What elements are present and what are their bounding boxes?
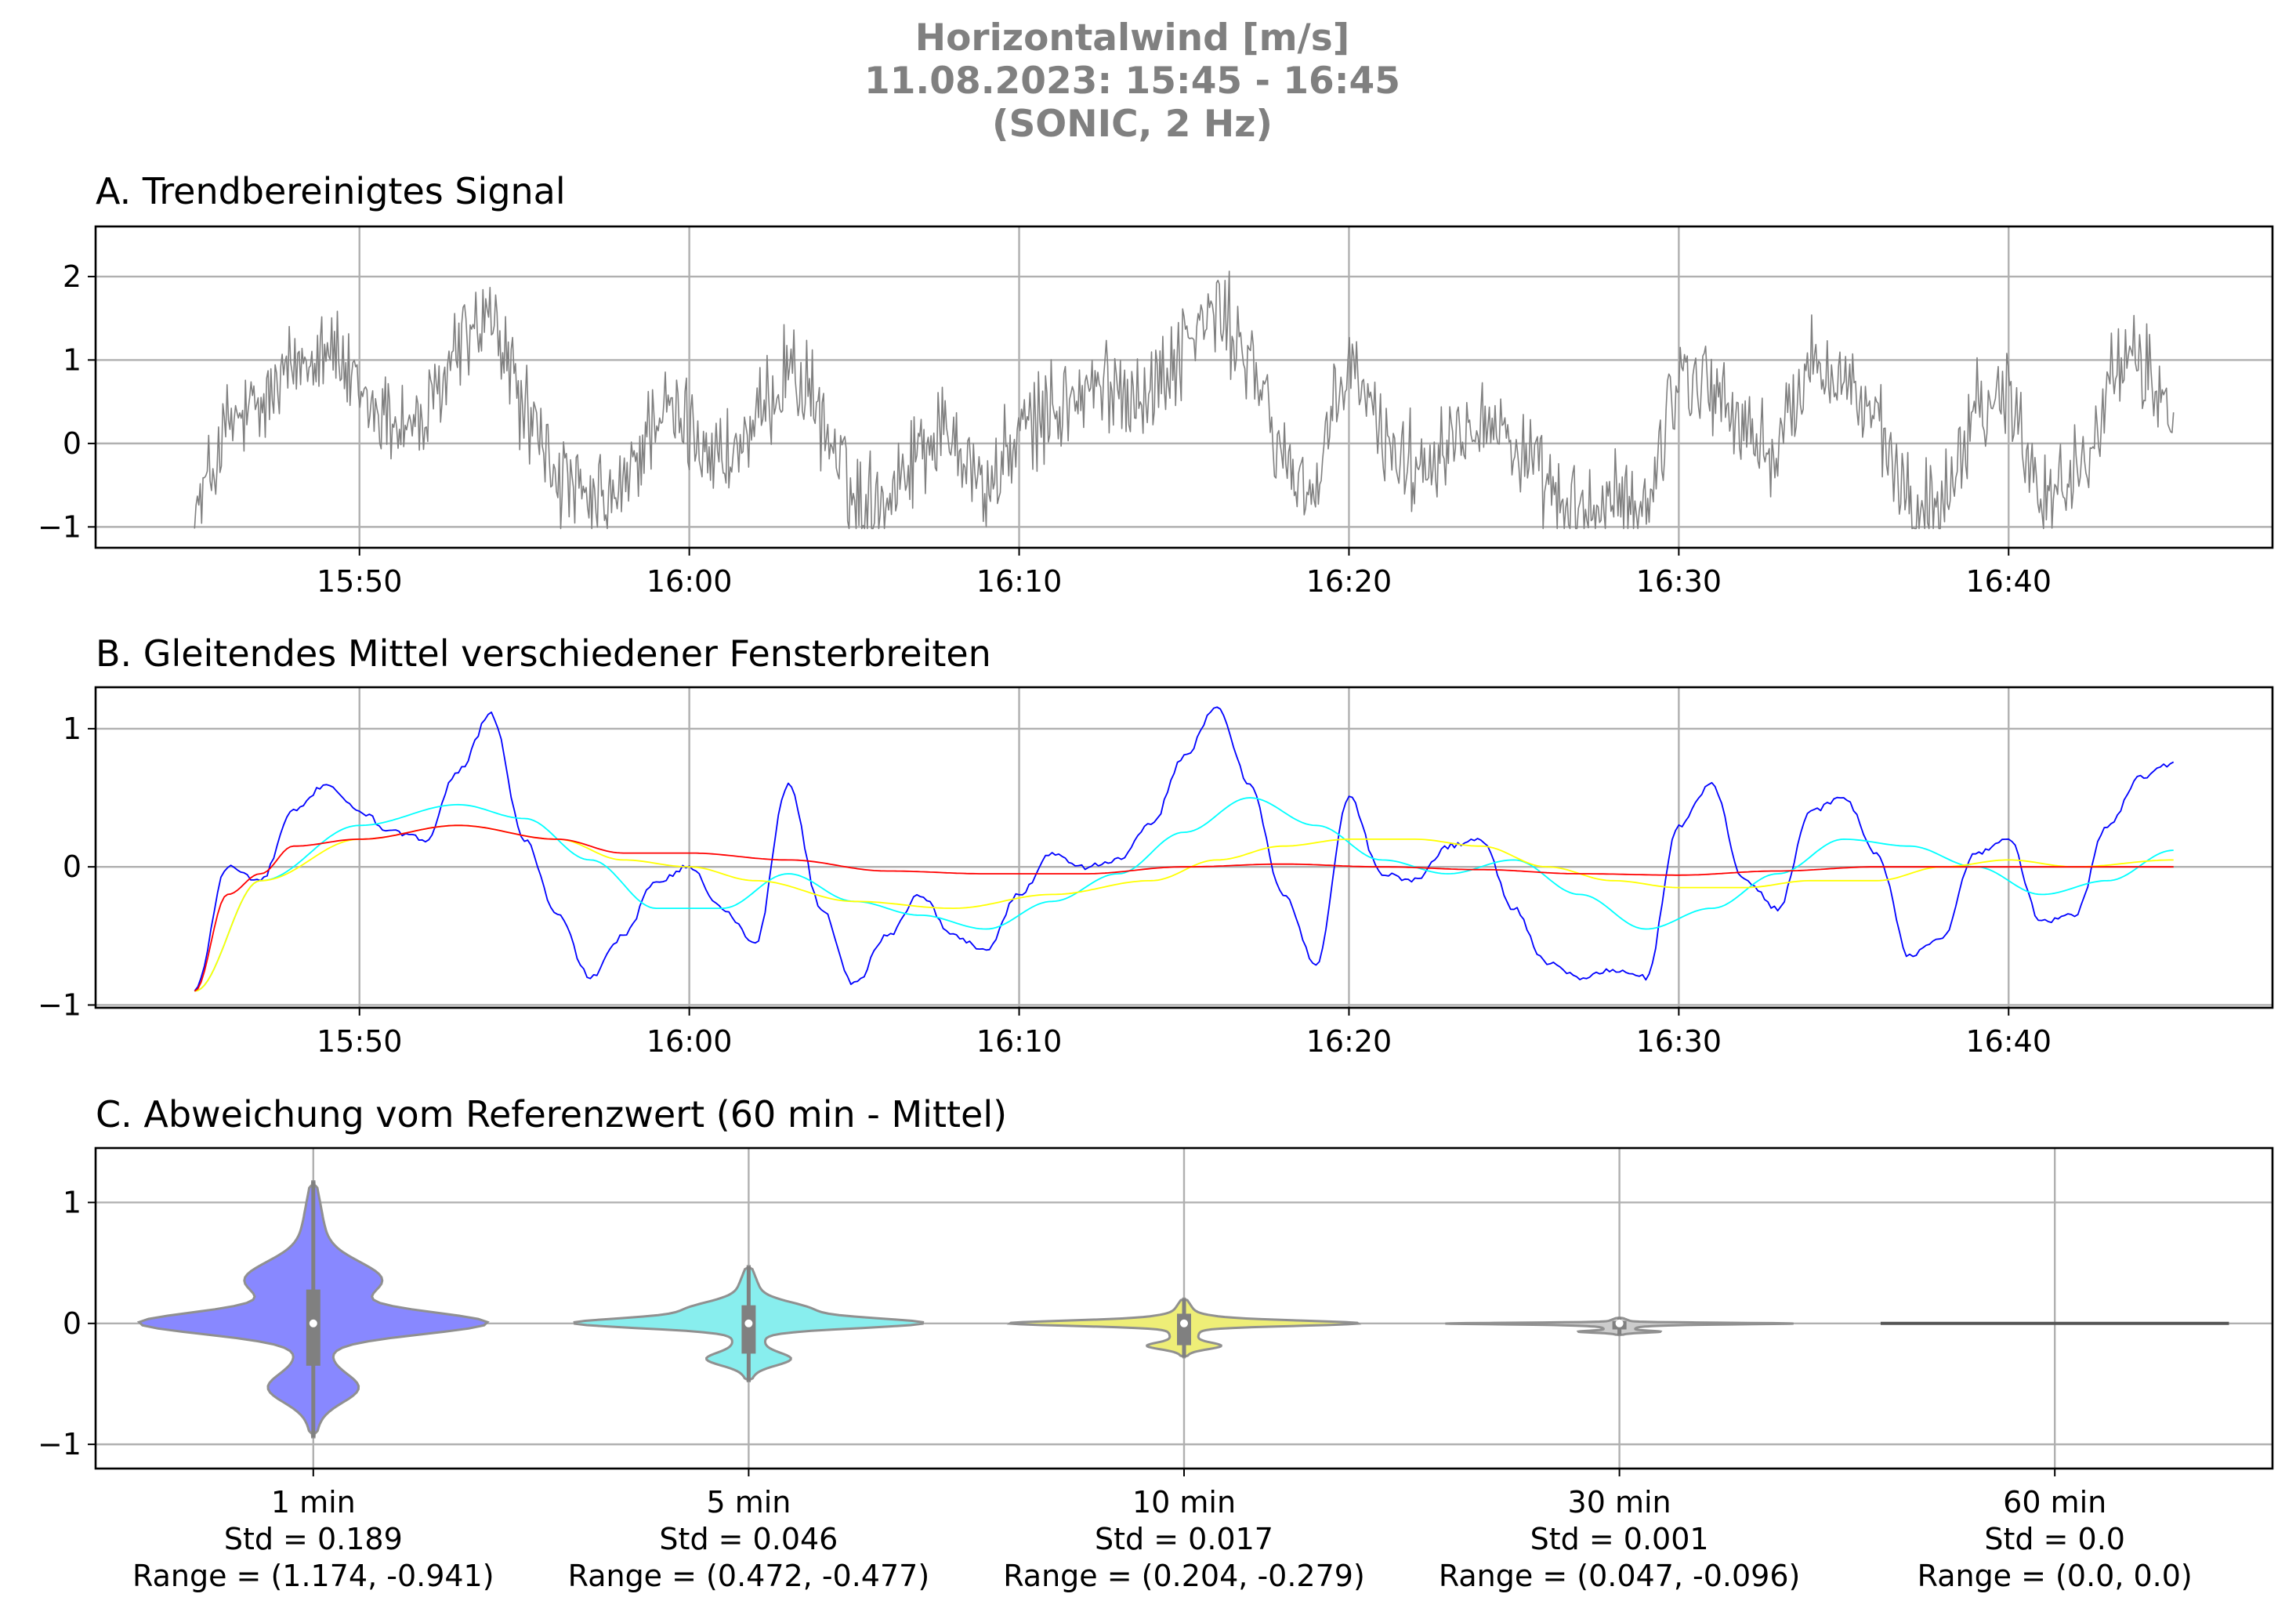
violin-median (744, 1319, 753, 1327)
violin-label-line-0: 30 min (1568, 1485, 1671, 1519)
x-tick-label: 16:00 (646, 1024, 733, 1059)
violin-label-line-1: Std = 0.046 (659, 1522, 838, 1556)
violin-label-line-0: 1 min (271, 1485, 356, 1519)
violin-label-line-2: Range = (0.047, -0.096) (1439, 1559, 1801, 1593)
plot-frame (94, 1146, 2274, 1470)
y-tick-label: 1 (63, 1185, 81, 1219)
series-line-2 (194, 824, 2174, 992)
violin-box (1177, 1313, 1191, 1346)
violin-label-line-0: 5 min (706, 1485, 791, 1519)
x-tick-label: 16:40 (1966, 564, 2052, 599)
x-tick-label: 16:40 (1966, 1024, 2052, 1059)
series-line-0 (194, 270, 2175, 530)
violin-box (741, 1305, 756, 1354)
y-tick-label: 1 (63, 342, 81, 377)
violin-label-line-2: Range = (0.472, -0.477) (568, 1559, 930, 1593)
panel-a-title: A. Trendbereinigtes Signal (96, 170, 566, 212)
panel-b-moving-average-chart: 15:50 16:00 16:10 16:20 16:30 16:40 −1 0 1 (38, 686, 2274, 1059)
x-tick-label: 16:00 (646, 564, 733, 599)
series-line-3 (194, 824, 2174, 992)
violin-label-line-1: Std = 0.189 (224, 1522, 403, 1556)
y-tick-label: 2 (63, 259, 81, 294)
violin-label-line-1: Std = 0.001 (1530, 1522, 1709, 1556)
violin-label-line-1: Std = 0.0 (1984, 1522, 2125, 1556)
violin-label-line-2: Range = (0.204, -0.279) (1003, 1559, 1365, 1593)
x-tick-label: 16:30 (1636, 564, 1722, 599)
x-tick-label: 16:10 (976, 1024, 1063, 1059)
plot-frame (94, 686, 2274, 1009)
violin-label-line-1: Std = 0.017 (1095, 1522, 1273, 1556)
plot-frame (94, 225, 2274, 549)
suptitle-line-2: 11.08.2023: 15:45 - 16:45 (864, 60, 1400, 103)
suptitle-line-3: (SONIC, 2 Hz) (992, 103, 1273, 146)
violin-label-line-0: 10 min (1132, 1485, 1236, 1519)
violin-median (309, 1319, 317, 1327)
violin-label-line-2: Range = (1.174, -0.941) (132, 1559, 494, 1593)
y-tick-label: 0 (63, 1306, 81, 1341)
y-tick-label: 0 (63, 849, 81, 884)
y-tick-label: −1 (38, 1427, 81, 1461)
y-tick-label: 0 (63, 426, 81, 461)
y-tick-label: −1 (38, 987, 81, 1022)
x-tick-label: 16:20 (1306, 1024, 1392, 1059)
x-tick-label: 15:50 (317, 1024, 403, 1059)
violin-label-line-0: 60 min (2003, 1485, 2106, 1519)
violin-box (306, 1289, 320, 1366)
x-tick-label: 16:30 (1636, 1024, 1722, 1059)
violin-label-line-2: Range = (0.0, 0.0) (1918, 1559, 2193, 1593)
suptitle-line-1: Horizontalwind [m/s] (915, 16, 1349, 60)
x-tick-label: 15:50 (317, 564, 403, 599)
panel-c-title: C. Abweichung vom Referenzwert (60 min -… (96, 1093, 1007, 1135)
series-line-1 (194, 797, 2174, 992)
violin-median (1180, 1319, 1188, 1327)
x-tick-label: 16:20 (1306, 564, 1392, 599)
y-tick-label: 1 (63, 712, 81, 746)
x-tick-label: 16:10 (976, 564, 1063, 599)
panel-a-line-chart: 15:50 16:00 16:10 16:20 16:30 16:40 −1 0 1 2 (38, 225, 2274, 599)
series-line-0 (194, 706, 2175, 992)
y-tick-label: −1 (38, 509, 81, 544)
violin-median (1615, 1319, 1624, 1327)
panel-b-title: B. Gleitendes Mittel verschiedener Fenst… (96, 632, 991, 675)
